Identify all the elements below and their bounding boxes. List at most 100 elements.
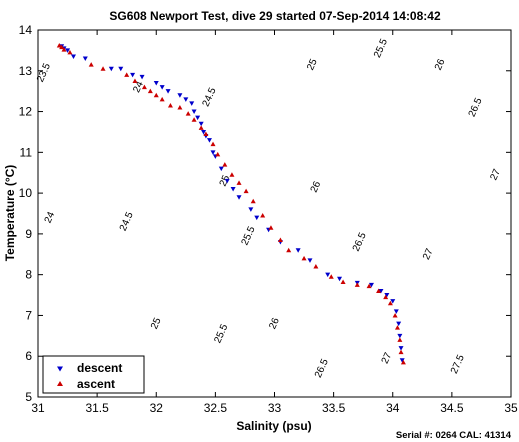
x-tick-label: 33 — [268, 401, 282, 415]
contour-label: 26 — [309, 179, 324, 194]
descent-point — [108, 66, 114, 72]
descent-point — [399, 358, 405, 363]
y-tick-label: 12 — [19, 105, 33, 119]
descent-point — [390, 299, 396, 304]
y-tick-label: 14 — [19, 23, 33, 37]
descent-point — [337, 276, 343, 282]
descent-point — [195, 115, 201, 121]
descent-point — [396, 321, 402, 327]
descent-point — [230, 187, 236, 192]
descent-point — [307, 258, 313, 263]
descent-point — [254, 215, 260, 221]
ascent-point — [383, 294, 389, 300]
ascent-point — [100, 66, 106, 71]
descent-point — [183, 97, 189, 102]
ascent-point — [222, 162, 228, 167]
descent-point — [384, 293, 390, 298]
descent-point — [118, 66, 124, 72]
legend-ascent-label: ascent — [77, 377, 115, 391]
x-tick-label: 32.5 — [204, 401, 228, 415]
legend-ascent-marker — [57, 381, 63, 386]
ascent-point — [132, 78, 138, 83]
ascent-point — [387, 300, 393, 306]
descent-point — [397, 333, 403, 339]
ascent-point — [61, 47, 67, 52]
x-tick-label: 34 — [386, 401, 400, 415]
ascent-point — [328, 274, 334, 279]
x-tick-label: 31.5 — [85, 401, 109, 415]
ascent-point — [392, 312, 398, 318]
ascent-point — [260, 213, 266, 218]
descent-point — [218, 166, 224, 172]
descent-point — [82, 56, 88, 62]
ascent-point — [185, 111, 191, 116]
ascent-point — [59, 44, 65, 50]
ascent-point — [191, 117, 197, 122]
legend-descent-marker — [57, 366, 63, 372]
plot-frame — [37, 29, 512, 398]
contour-label: 25.5 — [372, 37, 390, 60]
contour-label: 25.5 — [212, 322, 230, 345]
ascent-point — [88, 62, 94, 67]
ascent-point — [56, 42, 62, 48]
ascent-point — [277, 237, 283, 243]
descent-point — [191, 109, 197, 115]
ascent-point — [236, 180, 242, 185]
serial-cal-footer: Serial #: 0264 CAL: 41314 — [396, 430, 512, 441]
contour-label: 24 — [131, 79, 146, 94]
descent-point — [177, 93, 183, 98]
ascent-point — [124, 72, 130, 77]
contour-label: 25 — [305, 57, 320, 72]
ascent-point — [147, 88, 153, 94]
contour-label: 26.5 — [313, 357, 331, 380]
y-tick-label: 9 — [25, 227, 32, 241]
ascent-point — [376, 288, 382, 293]
axis-ticks: 31 31.5 32 32.5 33 33.5 34 34.5 35 5 6 7 8 9 10 11 12 13 1… — [19, 23, 518, 415]
y-tick-label: 6 — [25, 349, 32, 363]
x-tick-label: 35 — [504, 401, 518, 415]
ascent-point — [177, 104, 183, 110]
ascent-point — [203, 131, 209, 136]
x-tick-label: 32 — [150, 401, 164, 415]
y-tick-label: 8 — [25, 268, 32, 282]
ascent-point — [215, 151, 221, 157]
contour-label: 26 — [433, 57, 448, 72]
ascent-point — [210, 141, 216, 147]
descent-point — [189, 101, 195, 106]
x-axis-label: Salinity (psu) — [236, 419, 311, 433]
y-tick-label: 13 — [19, 64, 33, 78]
descent-point — [70, 54, 76, 60]
ascent-point — [397, 337, 403, 342]
descent-point — [198, 121, 204, 127]
ascent-point — [167, 102, 173, 108]
ascent-point — [394, 325, 400, 330]
y-axis-label: Temperature (°C) — [3, 165, 17, 262]
x-tick-label: 33.5 — [322, 401, 346, 415]
ascent-point — [229, 172, 235, 177]
ascent-point — [198, 125, 204, 130]
x-tick-label: 34.5 — [440, 401, 464, 415]
descent-point — [153, 81, 159, 86]
contour-label: 27 — [421, 247, 436, 262]
ascent-point — [268, 225, 274, 230]
descent-point — [236, 195, 242, 200]
descent-point — [368, 282, 374, 288]
contour-label: 26.5 — [351, 231, 369, 254]
legend-descent-label: descent — [77, 361, 122, 375]
descent-point — [224, 178, 230, 184]
ascent-point — [398, 349, 404, 355]
descent-point — [325, 272, 331, 278]
descent-point — [159, 85, 165, 90]
x-tick-label: 31 — [31, 401, 45, 415]
data-points — [56, 42, 406, 365]
ascent-point — [153, 92, 159, 98]
y-tick-label: 10 — [19, 186, 33, 200]
contour-label: 26.5 — [467, 96, 485, 119]
descent-point — [130, 72, 136, 78]
descent-point — [65, 48, 71, 53]
ascent-point — [250, 198, 256, 204]
contour-label: 27.5 — [449, 353, 467, 376]
descent-point — [201, 129, 207, 135]
